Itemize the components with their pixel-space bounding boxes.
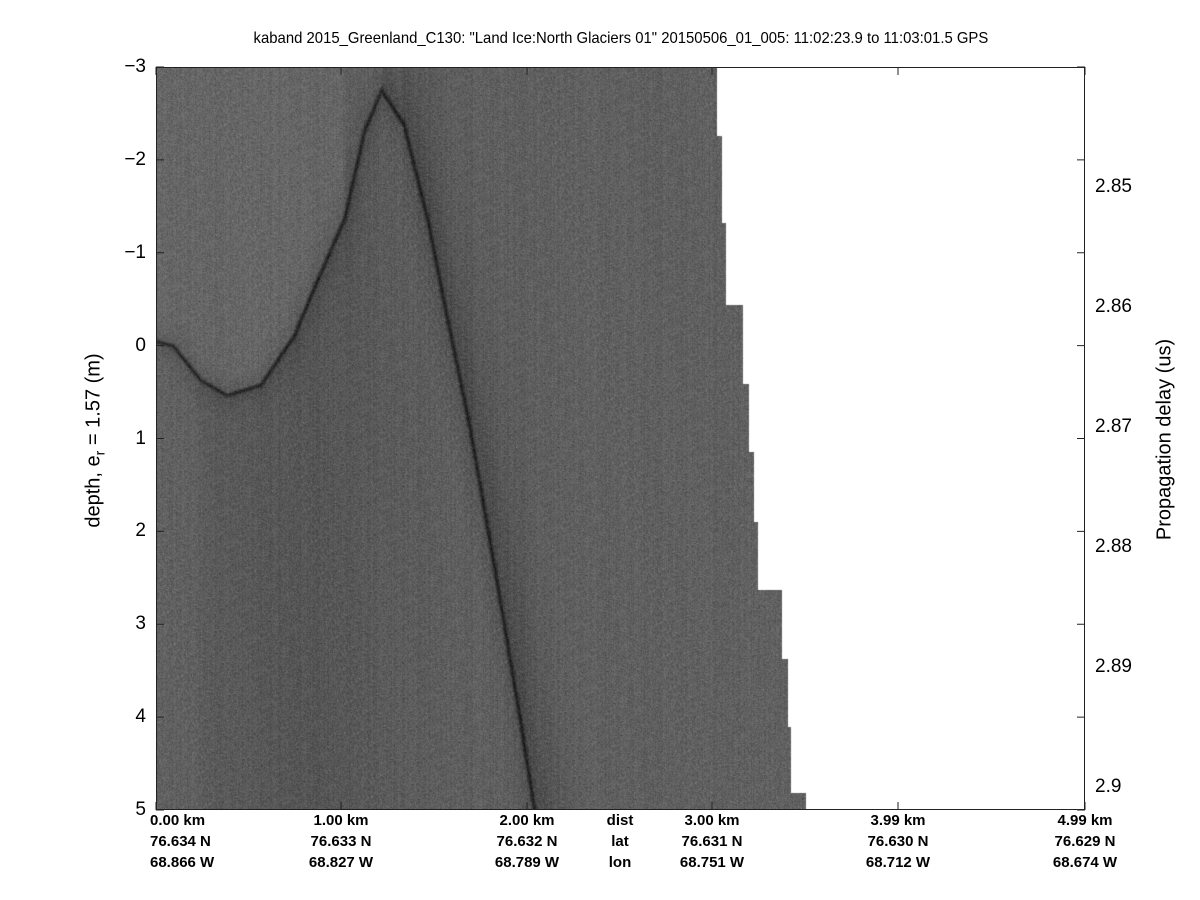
plot-overlay — [155, 66, 1086, 811]
y-tick-label: −3 — [124, 56, 146, 77]
y-tick-label: 0 — [135, 334, 146, 356]
x-lat-label: 76.631 N — [681, 833, 743, 850]
x-row-label: dist — [606, 812, 634, 829]
y-tick-label: 4 — [135, 706, 146, 728]
x-dist-label: 4.99 km — [1057, 812, 1113, 829]
x-lon-label: 68.789 W — [494, 854, 560, 871]
y-tick-label: −1 — [124, 241, 146, 263]
x-lon-label: 68.866 W — [150, 854, 215, 871]
y-axis-title-rest: = 1.57 (m) — [82, 353, 105, 451]
y2-axis-title: Propagation delay (us) — [1153, 338, 1176, 541]
y2-tick-label: 2.89 — [1095, 656, 1132, 677]
y2-tick-label: 2.87 — [1095, 416, 1132, 437]
plot-area — [155, 66, 1086, 811]
x-lat-label: 76.634 N — [150, 833, 211, 850]
y2-tick-label: 2.88 — [1095, 536, 1132, 557]
y2-tick-label: 2.85 — [1095, 176, 1132, 197]
y-tick-label: 2 — [135, 520, 146, 542]
x-dist-label: 3.00 km — [684, 812, 740, 829]
x-lat-label: 76.632 N — [496, 833, 558, 850]
y-axis-title: depth, er = 1.57 (m) — [83, 336, 108, 546]
x-dist-label: 3.99 km — [870, 812, 926, 829]
x-row-label: lat — [611, 833, 629, 850]
y2-tick-label: 2.9 — [1095, 776, 1122, 797]
y-tick-label: 3 — [135, 613, 146, 635]
y2-tick-label: 2.86 — [1095, 296, 1132, 317]
y-axis-title-main: depth, e — [82, 455, 105, 528]
x-row-label: lon — [608, 854, 632, 871]
layer-trace — [155, 88, 535, 811]
radargram-image — [156, 67, 1085, 810]
y-tick-label: −2 — [124, 148, 146, 170]
x-dist-label: 2.00 km — [499, 812, 555, 829]
x-lat-label: 76.633 N — [310, 833, 372, 850]
x-lat-label: 76.630 N — [867, 833, 929, 850]
y-tick-label: 1 — [135, 427, 146, 449]
x-lon-label: 68.827 W — [308, 854, 374, 871]
x-lon-label: 68.674 W — [1052, 854, 1118, 871]
chart-title: kaband 2015_Greenland_C130: "Land Ice:No… — [253, 30, 989, 47]
y-tick-label: 5 — [135, 799, 146, 820]
x-lat-label: 76.629 N — [1054, 833, 1116, 850]
x-dist-label: 1.00 km — [313, 812, 369, 829]
x-dist-label: 0.00 km — [150, 812, 206, 829]
x-lon-label: 68.712 W — [865, 854, 931, 871]
y-axis-title-sub: r — [91, 450, 108, 456]
x-lon-label: 68.751 W — [679, 854, 745, 871]
